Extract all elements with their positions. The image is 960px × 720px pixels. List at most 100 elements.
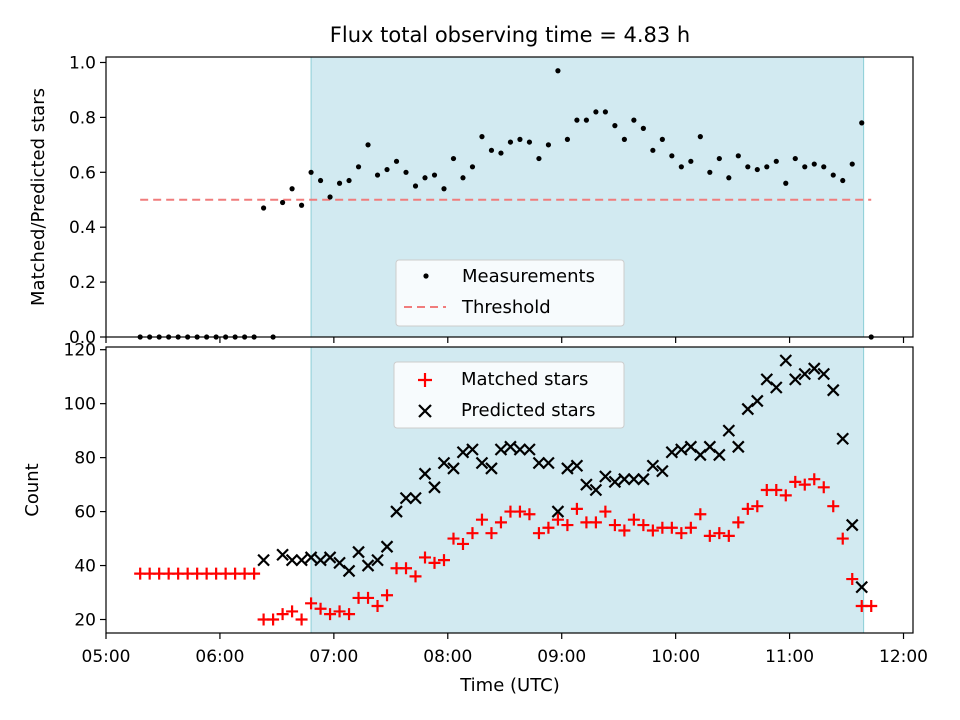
x-tick-label: 11:00	[765, 647, 814, 667]
matched-star-point	[694, 508, 707, 521]
measurement-point	[612, 123, 618, 129]
predicted-star-point	[428, 481, 441, 494]
chart-title: Flux total observing time = 4.83 h	[330, 23, 690, 47]
top-legend-box	[395, 259, 625, 327]
measurement-point	[327, 194, 333, 200]
measurement-point	[650, 147, 656, 153]
measurement-point	[460, 175, 466, 181]
measurement-point	[355, 164, 362, 170]
measurement-point	[298, 202, 305, 208]
measurement-point	[564, 136, 571, 142]
matched-star-point	[409, 570, 422, 583]
predicted-star-point	[371, 553, 384, 567]
measurement-point	[308, 169, 314, 175]
measurement-point	[716, 155, 722, 162]
count-panel: 20 40 60 80 100 120 05:00 06:00 07:00 08:00 09:00…	[22, 341, 928, 696]
matched-star-point	[362, 591, 375, 604]
measurement-point	[640, 125, 646, 131]
matched-star-point	[466, 527, 479, 540]
y-tick-label: 0.2	[69, 273, 96, 293]
matched-star-point	[551, 513, 564, 526]
measurement-point	[441, 186, 447, 192]
predicted-star-point	[390, 505, 403, 518]
predicted-star-point	[532, 456, 546, 470]
measurement-point	[403, 169, 409, 175]
measurement-point	[593, 109, 599, 115]
predicted-star-point	[570, 459, 584, 472]
matched-star-point	[865, 600, 878, 613]
matched-star-point	[732, 516, 745, 529]
measurement-point	[773, 158, 779, 164]
matched-star-point	[827, 500, 840, 513]
matched-star-point	[675, 527, 688, 540]
matched-star-point	[523, 508, 536, 521]
matched-star-point	[267, 613, 280, 626]
matched-star-point	[295, 613, 308, 626]
measurement-point	[289, 186, 295, 192]
predicted-star-point	[788, 373, 802, 386]
matched-star-point	[324, 608, 337, 621]
predicted-star-point	[523, 443, 536, 456]
y-tick-label: 1.0	[69, 53, 96, 73]
matched-star-point	[817, 481, 830, 494]
matched-star-point	[836, 532, 849, 545]
matched-star-point	[846, 573, 859, 586]
y-tick-label: 60	[74, 503, 96, 523]
predicted-star-point	[542, 456, 555, 470]
measurement-point	[526, 139, 533, 145]
measurement-point	[840, 177, 846, 184]
matched-star-point	[808, 473, 821, 486]
bottom-y-ticks: 20 40 60 80 100 120	[64, 341, 106, 631]
measurement-point	[555, 68, 561, 74]
matched-star-point	[333, 605, 346, 618]
matched-star-point	[475, 513, 488, 526]
measurement-point	[346, 177, 352, 184]
y-tick-label: 0.8	[69, 108, 96, 128]
predicted-star-point	[304, 551, 318, 564]
matched-star-point	[248, 567, 261, 580]
matched-star-point	[646, 524, 659, 537]
predicted-star-point	[665, 445, 679, 459]
predicted-star-point	[257, 553, 270, 567]
predicted-star-point	[798, 367, 812, 381]
predicted-star-point	[352, 545, 365, 559]
measurement-point	[422, 175, 428, 181]
predicted-star-point	[608, 475, 622, 489]
measurement-point	[631, 117, 637, 123]
measurement-point	[821, 164, 827, 170]
predicted-star-point	[295, 553, 308, 567]
matched-stars-points	[134, 473, 878, 626]
matched-star-point	[286, 605, 299, 618]
predicted-star-point	[807, 362, 821, 375]
x-tick-label: 09:00	[537, 647, 586, 667]
predicted-star-point	[656, 464, 669, 478]
top-axes-frame	[105, 56, 914, 338]
predicted-stars-points	[257, 354, 869, 594]
matched-star-point	[751, 500, 764, 513]
bottom-y-label: Count	[22, 463, 43, 516]
measurement-point	[859, 120, 865, 126]
measurement-point	[602, 109, 608, 115]
predicted-star-point	[627, 472, 641, 486]
y-tick-label: 80	[74, 449, 96, 469]
matched-star-point	[419, 551, 432, 564]
matched-star-point	[570, 502, 583, 515]
matched-star-point	[713, 527, 726, 540]
matched-star-point	[437, 554, 450, 567]
x-tick-label: 12:00	[879, 647, 928, 667]
y-tick-label: 0.0	[69, 328, 96, 348]
x-tick-label: 07:00	[309, 647, 358, 667]
measurement-point	[783, 180, 789, 186]
matched-star-point	[343, 608, 356, 621]
predicted-star-point	[589, 483, 603, 497]
measurement-point	[697, 134, 703, 140]
measurement-point	[621, 136, 627, 142]
predicted-star-point	[817, 367, 831, 381]
measurement-point	[792, 155, 798, 162]
top-y-ticks: 0.0 0.2 0.4 0.6 0.8 1.0	[69, 53, 106, 348]
measurement-point	[279, 199, 286, 206]
matched-star-point	[314, 602, 327, 615]
matched-star-point	[684, 521, 697, 534]
matched-star-point	[485, 527, 498, 540]
matched-star-point	[513, 505, 526, 518]
